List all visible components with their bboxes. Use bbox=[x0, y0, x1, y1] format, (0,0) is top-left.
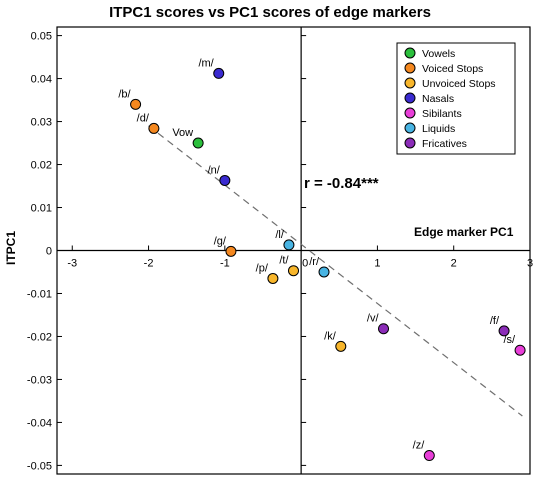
legend-label-liquids: Liquids bbox=[422, 123, 455, 135]
point-label-m: /m/ bbox=[198, 57, 214, 69]
fit-line-group bbox=[148, 125, 523, 417]
point-v bbox=[378, 323, 390, 335]
point-label-s: /s/ bbox=[503, 334, 516, 346]
legend: Vowels Voiced Stops Unvoiced Stops Nasals Si… bbox=[396, 42, 516, 155]
legend-marker-nasals bbox=[404, 92, 416, 104]
y-axis-label: ITPC1 bbox=[4, 231, 18, 265]
point-label-k: /k/ bbox=[324, 330, 337, 342]
chart-title: ITPC1 scores vs PC1 scores of edge marke… bbox=[109, 4, 431, 21]
legend-label-unvoiced-stops: Unvoiced Stops bbox=[422, 78, 496, 90]
legend-box bbox=[396, 42, 516, 155]
x-tick-label: -2 bbox=[144, 258, 154, 270]
point-k bbox=[335, 340, 347, 352]
point-label-t: /t/ bbox=[279, 255, 289, 267]
x-tick-label: 2 bbox=[451, 258, 457, 270]
regression-line bbox=[148, 125, 523, 417]
legend-marker-fricatives bbox=[404, 137, 416, 149]
point-r bbox=[318, 266, 330, 278]
x-tick-label: 1 bbox=[374, 258, 380, 270]
point-label-z: /z/ bbox=[413, 440, 426, 452]
point-label-f: /f/ bbox=[490, 315, 500, 327]
x-tick-label: -3 bbox=[67, 258, 77, 270]
point-s bbox=[514, 344, 526, 356]
legend-label-nasals: Nasals bbox=[422, 93, 454, 105]
point-label-vow: Vow bbox=[172, 127, 193, 139]
legend-label-sibilants: Sibilants bbox=[422, 108, 462, 120]
point-t bbox=[288, 265, 299, 277]
x-tick-label: -1 bbox=[220, 258, 230, 270]
y-tick-label: -0.05 bbox=[27, 460, 52, 472]
point-label-n: /n/ bbox=[208, 164, 221, 176]
y-tick-label: 0.05 bbox=[31, 31, 52, 43]
point-label-b: /b/ bbox=[118, 88, 131, 100]
axes: -3 -2 -1 0 1 2 3 0.05 0.04 0.03 0.02 0.01 0 -0.01 -0.0… bbox=[27, 27, 533, 474]
legend-marker-sibilants bbox=[404, 107, 416, 119]
point-l bbox=[283, 239, 295, 251]
legend-label-vowels: Vowels bbox=[422, 48, 455, 60]
legend-marker-unvoiced-stops bbox=[404, 77, 416, 89]
y-tick-label: 0.03 bbox=[31, 117, 52, 129]
point-m bbox=[213, 67, 225, 79]
point-label-d: /d/ bbox=[137, 112, 150, 124]
point-label-l: /l/ bbox=[275, 229, 285, 241]
x-tick-label: 0 bbox=[302, 258, 308, 270]
x-tick-label: 3 bbox=[527, 258, 533, 270]
y-tick-label: -0.02 bbox=[27, 331, 52, 343]
point-p bbox=[267, 272, 279, 284]
data-points: Vow/b/ /d/ /g/ /t/ /p/ /k/ /m/ /n/ /z/ /s/ /l/ /r/ /… bbox=[118, 57, 526, 462]
correlation-annotation: r = -0.84*** bbox=[304, 175, 379, 192]
y-tick-label: 0.02 bbox=[31, 160, 52, 172]
point-label-p: /p/ bbox=[256, 262, 269, 274]
point-label-v: /v/ bbox=[367, 313, 380, 325]
legend-label-fricatives: Fricatives bbox=[422, 138, 467, 150]
y-tick-label: -0.04 bbox=[27, 417, 52, 429]
legend-marker-voiced-stops bbox=[404, 62, 416, 74]
y-tick-label: -0.03 bbox=[27, 374, 52, 386]
point-n bbox=[219, 174, 231, 186]
legend-label-voiced-stops: Voiced Stops bbox=[422, 63, 483, 75]
y-tick-label: -0.01 bbox=[27, 288, 52, 300]
point-z bbox=[423, 450, 435, 462]
x-axis-label: Edge marker PC1 bbox=[414, 225, 514, 239]
legend-marker-liquids bbox=[404, 122, 416, 134]
point-label-g: /g/ bbox=[214, 235, 227, 247]
point-d bbox=[148, 122, 160, 134]
point-label-r: /r/ bbox=[309, 256, 320, 268]
point-vow bbox=[192, 137, 204, 149]
y-tick-label: 0.01 bbox=[31, 203, 52, 215]
point-b bbox=[130, 98, 142, 110]
y-tick-label: 0 bbox=[46, 246, 52, 258]
legend-marker-vowels bbox=[404, 47, 416, 59]
point-f bbox=[498, 325, 510, 337]
point-g bbox=[225, 245, 237, 257]
y-tick-label: 0.04 bbox=[31, 74, 52, 86]
